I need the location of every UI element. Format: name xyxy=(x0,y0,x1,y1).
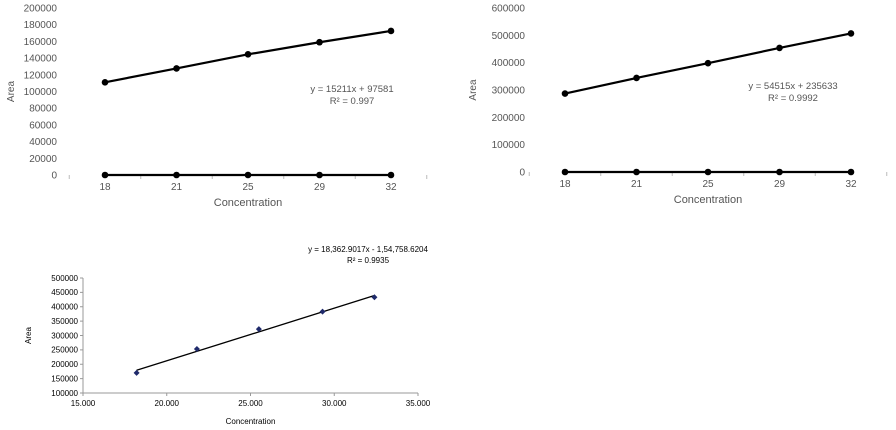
y-tick-label: 200000 xyxy=(24,4,58,15)
chart-2: 0 100000 200000 300000 400000 500000 600000 18 2… xyxy=(468,4,888,206)
data-point xyxy=(101,79,109,86)
y-tick-label: 500000 xyxy=(51,274,78,283)
y-tick-label: 180000 xyxy=(24,20,58,31)
x-tick-label: 25 xyxy=(702,179,714,190)
x-tick-label: 35.000 xyxy=(406,399,431,408)
x-axis-label: Concentration xyxy=(214,197,283,209)
y-tick-label: 140000 xyxy=(24,54,58,65)
x-tick-label: 21 xyxy=(171,182,183,193)
trendline-equation: y = 54515x + 235633 xyxy=(748,81,837,92)
data-point xyxy=(133,369,140,376)
x-axis-label: Concentration xyxy=(674,194,743,206)
x-tick-label: 25 xyxy=(242,182,254,193)
r-squared-label: R² = 0.9935 xyxy=(347,256,390,265)
x-tick-label: 29 xyxy=(314,182,326,193)
y-tick-label: 0 xyxy=(519,168,525,179)
y-tick-label: 400000 xyxy=(492,58,526,69)
x-tick-label: 21 xyxy=(631,179,643,190)
y-tick-label: 600000 xyxy=(492,4,526,15)
data-point xyxy=(633,168,640,176)
data-point xyxy=(561,168,569,176)
x-axis-label: Concentration xyxy=(226,417,276,426)
y-tick-label: 100000 xyxy=(51,389,78,398)
data-point xyxy=(387,171,395,179)
data-point xyxy=(173,171,180,179)
y-tick-label: 100000 xyxy=(492,140,526,151)
x-tick-label: 18 xyxy=(99,182,111,193)
chart-1: 0 20000 40000 60000 80000 100000 120000 140000 1… xyxy=(6,4,428,209)
data-point xyxy=(704,59,712,67)
data-point xyxy=(633,74,640,82)
x-tick-label: 25.000 xyxy=(238,399,263,408)
data-point xyxy=(173,65,180,72)
y-tick-label: 200000 xyxy=(492,113,526,124)
data-point xyxy=(704,168,712,176)
data-point xyxy=(319,308,326,315)
y-tick-label: 400000 xyxy=(51,303,78,312)
data-point xyxy=(776,168,783,176)
y-tick-label: 450000 xyxy=(51,288,78,297)
x-tick-label: 30.000 xyxy=(322,399,347,408)
y-tick-label: 20000 xyxy=(29,154,57,165)
x-tick-label: 32 xyxy=(385,182,397,193)
y-axis-label: Area xyxy=(24,327,33,344)
trendline-equation: y = 18,362.9017x - 1,54,758.6204 xyxy=(308,245,428,254)
data-point xyxy=(776,44,783,52)
y-tick-label: 250000 xyxy=(51,346,78,355)
data-point xyxy=(244,171,252,179)
data-point xyxy=(255,326,262,333)
x-tick-label: 18 xyxy=(559,179,571,190)
y-tick-label: 500000 xyxy=(492,31,526,42)
data-point xyxy=(193,346,200,353)
trendline xyxy=(136,294,375,371)
data-point xyxy=(316,38,323,46)
data-point xyxy=(561,90,569,97)
r-squared-label: R² = 0.9992 xyxy=(768,93,818,104)
data-point xyxy=(387,27,395,35)
trendline-equation: y = 15211x + 97581 xyxy=(310,84,393,95)
chart-3: 100000 150000 200000 250000 300000 350000 4000… xyxy=(24,245,431,426)
y-tick-label: 350000 xyxy=(51,317,78,326)
r-squared-label: R² = 0.997 xyxy=(330,96,375,107)
y-axis-label: Area xyxy=(468,79,479,101)
x-tick-label: 32 xyxy=(845,179,857,190)
x-tick-label: 29 xyxy=(774,179,786,190)
y-tick-label: 160000 xyxy=(24,37,58,48)
x-tick-label: 20.000 xyxy=(155,399,180,408)
data-point xyxy=(371,294,378,301)
y-tick-label: 200000 xyxy=(51,360,78,369)
y-tick-label: 300000 xyxy=(492,86,526,97)
data-point xyxy=(847,168,855,176)
data-point xyxy=(244,51,252,58)
y-tick-label: 40000 xyxy=(29,137,57,148)
y-tick-label: 0 xyxy=(51,171,57,182)
y-tick-label: 120000 xyxy=(24,70,58,81)
y-tick-label: 60000 xyxy=(29,120,57,131)
y-tick-label: 150000 xyxy=(51,374,78,383)
y-tick-label: 100000 xyxy=(24,87,58,98)
data-point xyxy=(316,171,323,179)
data-point xyxy=(847,30,855,37)
data-point xyxy=(101,171,109,179)
y-tick-label: 300000 xyxy=(51,331,78,340)
x-tick-label: 15.000 xyxy=(71,399,96,408)
y-tick-label: 80000 xyxy=(29,104,57,115)
y-axis-label: Area xyxy=(6,81,17,103)
